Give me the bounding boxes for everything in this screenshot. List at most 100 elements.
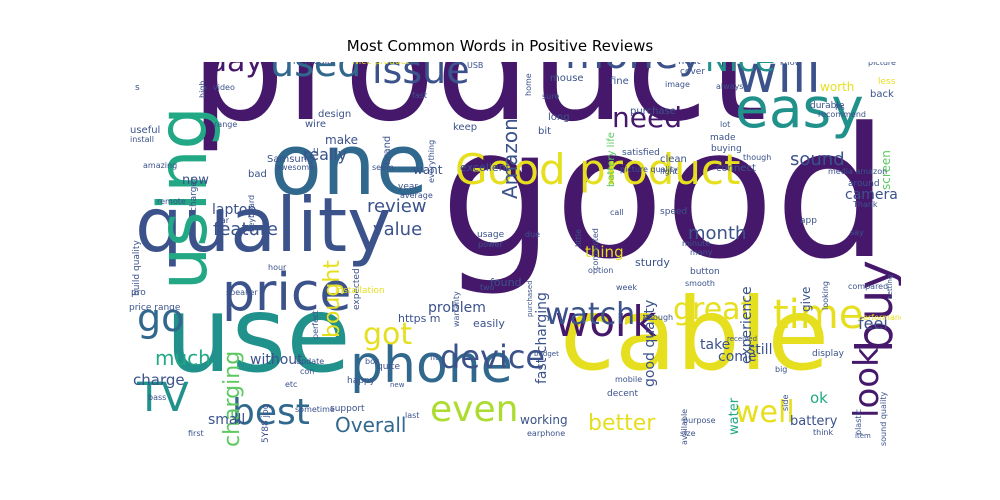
word-much: much bbox=[155, 346, 211, 370]
word-speed: speed bbox=[660, 206, 688, 217]
word-easy: easy bbox=[735, 75, 864, 140]
word-everything: everything bbox=[427, 139, 436, 183]
word-used: used bbox=[270, 62, 362, 85]
word-feel: feel bbox=[858, 314, 888, 333]
word-got: got bbox=[363, 317, 413, 352]
word-fit: fit bbox=[430, 353, 439, 362]
word-know: know bbox=[780, 62, 802, 67]
word-worth: worth bbox=[820, 80, 855, 94]
word-due: due bbox=[525, 230, 541, 239]
word-found: found bbox=[490, 275, 522, 289]
word-average: average bbox=[400, 191, 433, 200]
word-give: give bbox=[799, 286, 813, 312]
word-without: without bbox=[250, 352, 303, 368]
word-thank: Thank bbox=[853, 200, 878, 209]
word-time: time bbox=[773, 292, 864, 338]
word-thing: thing bbox=[585, 242, 624, 261]
word-u: u bbox=[313, 145, 319, 156]
word-update: update bbox=[296, 357, 325, 366]
word-nice: Nice bbox=[705, 62, 775, 76]
word-better: better bbox=[588, 411, 656, 436]
word-button: button bbox=[690, 266, 720, 277]
word-enough: enough bbox=[643, 313, 674, 322]
word-will: will bbox=[735, 62, 821, 105]
word-sure: sure bbox=[542, 92, 560, 101]
word-earphone: earphone bbox=[527, 429, 566, 438]
word-item: item bbox=[855, 431, 871, 440]
word-make: make bbox=[325, 133, 358, 147]
word-speaker: speaker bbox=[226, 288, 258, 297]
word-rs: Rs bbox=[835, 103, 845, 112]
word-decent: decent bbox=[607, 388, 638, 399]
word-charging: charging bbox=[220, 350, 245, 447]
word-m-media: m media bbox=[293, 62, 333, 67]
word-usage: usage bbox=[477, 229, 505, 240]
word-purchased: purchased bbox=[526, 280, 534, 318]
word-remote: remote bbox=[157, 197, 186, 206]
word-range: range bbox=[214, 120, 238, 129]
word-product: product bbox=[190, 62, 767, 155]
word-one: one bbox=[270, 115, 429, 215]
word-compared: compared bbox=[848, 282, 889, 291]
word-day: day bbox=[208, 62, 263, 77]
word-go: go bbox=[137, 296, 185, 340]
word-bit: bit bbox=[538, 126, 552, 137]
word-size: size bbox=[680, 429, 696, 438]
word-keep: keep bbox=[453, 122, 478, 133]
word-around: around bbox=[848, 178, 880, 189]
word-light: light bbox=[660, 167, 678, 176]
word-month: month bbox=[688, 223, 747, 244]
word-heat: heat bbox=[678, 62, 701, 67]
word-good: good bbox=[440, 90, 889, 299]
word-come: come bbox=[718, 349, 757, 365]
word-app: app bbox=[800, 215, 817, 226]
word-sound-quality: sound quality bbox=[879, 392, 888, 447]
word-value: value bbox=[373, 219, 423, 240]
word-easily: easily bbox=[473, 316, 505, 330]
word-call: call bbox=[610, 208, 624, 217]
word-mouse: mouse bbox=[550, 73, 584, 84]
word-power: power bbox=[478, 240, 503, 249]
word-sometime: sometime bbox=[295, 405, 335, 414]
word-plastic: plastic bbox=[854, 408, 863, 435]
word-minute: minute bbox=[682, 239, 711, 248]
word-received: received bbox=[727, 334, 758, 343]
word-take: take bbox=[700, 337, 731, 353]
word-bass: bass bbox=[148, 393, 167, 402]
word-display: display bbox=[812, 348, 844, 359]
word-box: box bbox=[365, 357, 380, 366]
word-say: say bbox=[850, 228, 864, 237]
word-new: new bbox=[390, 380, 405, 389]
word-two: two bbox=[480, 283, 495, 292]
word-want: want bbox=[413, 163, 443, 177]
word-cloud: good product cable use one quality using easy wi… bbox=[125, 62, 901, 447]
word-seem: seem bbox=[372, 163, 394, 172]
word-performance: performance bbox=[858, 313, 901, 322]
word-camera: camera bbox=[845, 187, 898, 203]
word-feature: feature bbox=[213, 219, 278, 240]
word-looking: looking bbox=[821, 280, 830, 310]
chart-title: Most Common Words in Positive Reviews bbox=[346, 37, 654, 55]
word-price: price bbox=[222, 263, 352, 323]
word-back: back bbox=[870, 89, 894, 100]
word-best: best bbox=[232, 392, 310, 433]
word-5y88-jpg: 5Y88 jpg bbox=[261, 403, 271, 444]
word-option: option bbox=[588, 266, 614, 275]
word-nice-product: Nice product bbox=[352, 62, 409, 67]
word-excellent: excellent bbox=[460, 160, 510, 174]
word-quality: quality bbox=[135, 180, 392, 269]
word-laptop: laptop bbox=[212, 202, 257, 218]
word-smooth: smooth bbox=[685, 279, 715, 288]
word-s: s bbox=[135, 82, 140, 93]
word-always: always bbox=[716, 82, 744, 91]
word-sturdy: sturdy bbox=[635, 255, 670, 269]
word-really: really bbox=[303, 145, 348, 164]
word-satisfied: satisfied bbox=[622, 147, 660, 158]
word-keyboard: keyboard bbox=[247, 195, 256, 233]
word-issue: issue bbox=[372, 62, 470, 92]
word-ok: ok bbox=[810, 388, 828, 407]
word-con: con bbox=[300, 367, 315, 376]
word-video: video bbox=[213, 83, 235, 92]
word-brand: brand bbox=[382, 135, 393, 165]
word-need: need bbox=[612, 101, 682, 134]
